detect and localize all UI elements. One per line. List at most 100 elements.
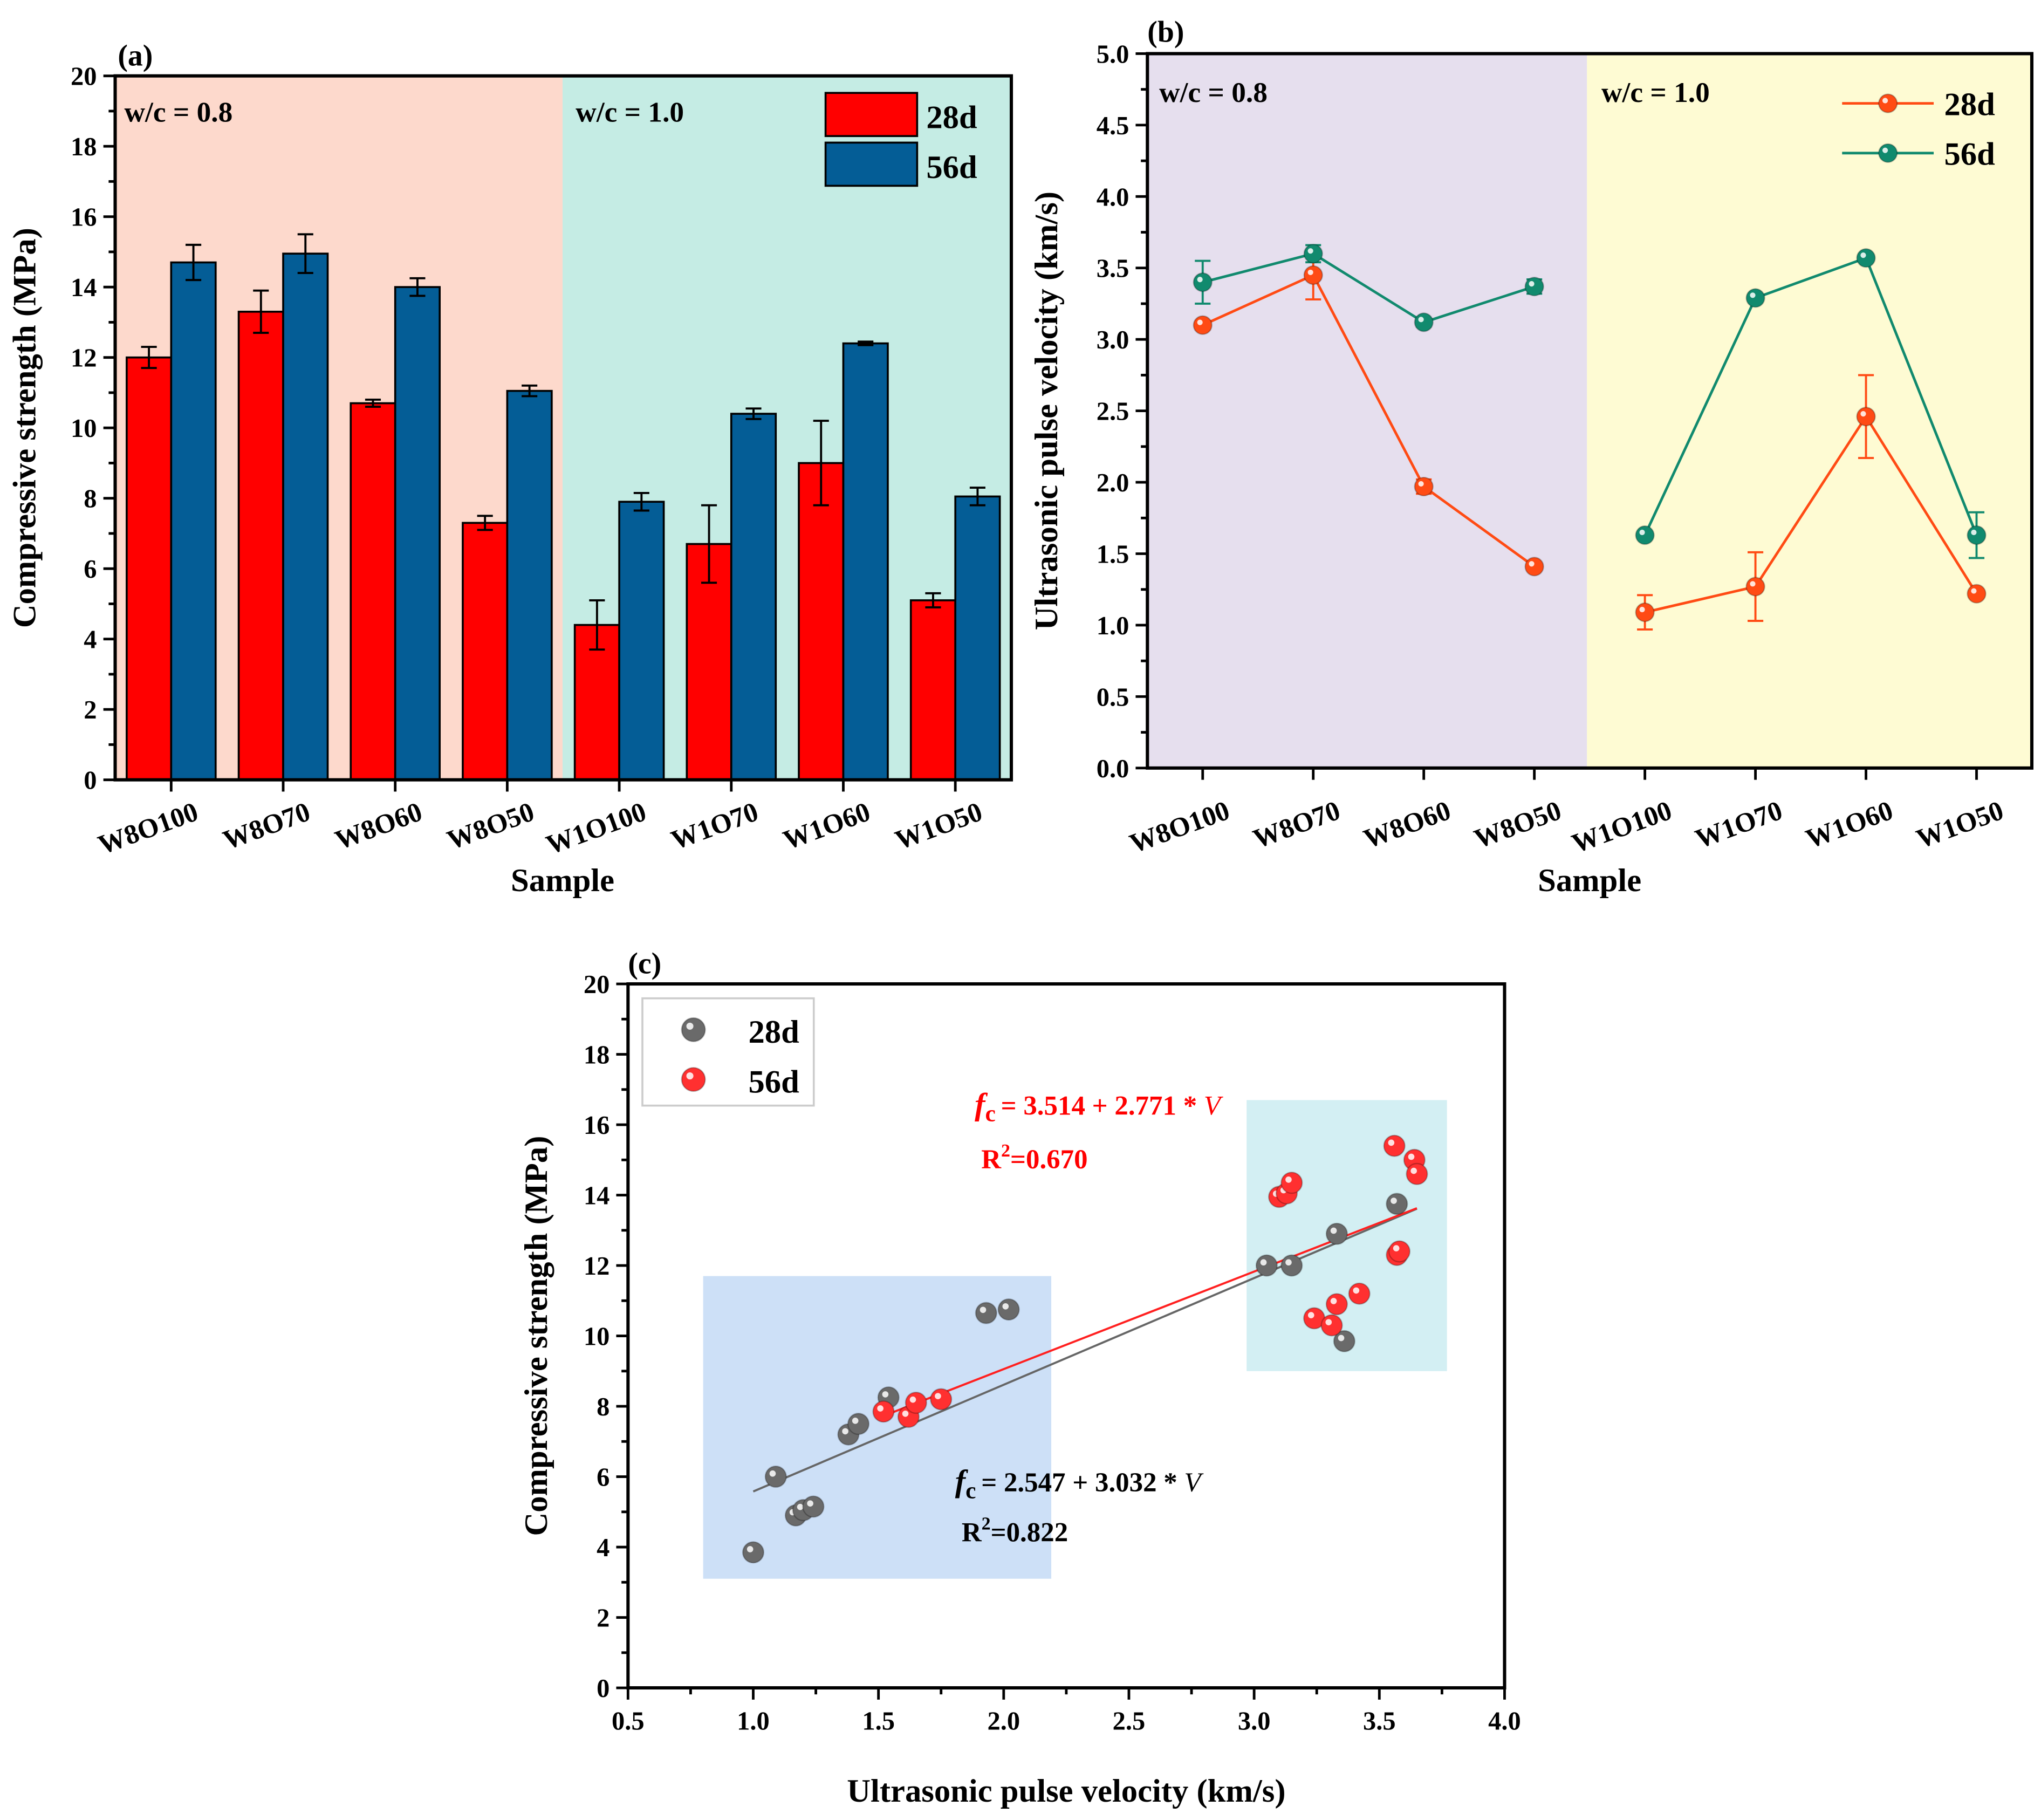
marker-highlight (1325, 1319, 1332, 1325)
y-tick-label: 1.0 (1097, 612, 1129, 640)
point-28d (1414, 476, 1434, 497)
marker (1635, 602, 1655, 622)
series-line-28d (1645, 414, 1978, 614)
marker (1406, 1162, 1428, 1186)
marker-highlight (686, 1022, 694, 1030)
fit-equation-28d: fc = 2.547 + 3.032 * V (955, 1463, 1204, 1503)
marker-highlight (980, 1306, 987, 1313)
y-tick-label: 18 (71, 133, 97, 161)
point-28d (1635, 602, 1655, 622)
bar-28d (237, 311, 284, 781)
marker-highlight (1639, 606, 1645, 613)
point-56d (1388, 1240, 1411, 1263)
marker-highlight (935, 1393, 941, 1399)
x-tick-label: 4.0 (1488, 1707, 1521, 1736)
marker (1386, 1193, 1408, 1215)
x-tick-label: 2.5 (1113, 1707, 1146, 1736)
x-tick-label: W1O70 (667, 797, 762, 856)
point-56d (872, 1400, 895, 1423)
marker-highlight (1971, 529, 1977, 536)
marker (1280, 1172, 1303, 1194)
eq-body: = 2.547 + 3.032 * (981, 1468, 1184, 1498)
marker (1856, 248, 1876, 268)
region-label: w/c = 0.8 (1159, 76, 1268, 108)
point-56d (905, 1391, 927, 1414)
point-28d (764, 1465, 787, 1488)
fit-equation-56d: fc = 3.514 + 2.771 * V (975, 1087, 1223, 1127)
marker-highlight (1260, 1259, 1267, 1266)
y-tick-label: 12 (584, 1252, 610, 1281)
point-56d (1414, 312, 1434, 332)
marker (1193, 272, 1213, 292)
marker-highlight (852, 1418, 859, 1424)
point-56d (1524, 277, 1544, 297)
marker (975, 1302, 997, 1324)
marker-highlight (797, 1503, 804, 1510)
marker-highlight (1330, 1227, 1337, 1234)
marker-highlight (1285, 1259, 1292, 1266)
marker-highlight (1002, 1303, 1009, 1310)
y-tick-label: 8 (84, 485, 97, 514)
x-tick-label: W1O50 (892, 797, 987, 856)
point-28d (1325, 1222, 1348, 1245)
marker-highlight (1408, 1153, 1415, 1160)
r2-r: R (962, 1517, 982, 1548)
marker-highlight (902, 1410, 909, 1417)
marker (1878, 143, 1898, 163)
marker (1383, 1134, 1406, 1157)
marker-highlight (686, 1072, 694, 1080)
x-tick-label: W1O60 (779, 797, 874, 856)
bar-28d (350, 402, 396, 781)
r2-sup: 2 (1001, 1141, 1010, 1161)
marker (1303, 244, 1323, 264)
bar-56d (730, 413, 777, 781)
marker-highlight (1418, 317, 1424, 323)
y-tick-label: 8 (597, 1393, 609, 1421)
eq-var: V (1204, 1091, 1223, 1121)
marker-highlight (1750, 292, 1756, 298)
marker (1348, 1282, 1371, 1305)
eq-body: = 3.514 + 2.771 * (1001, 1091, 1204, 1121)
marker-highlight (1391, 1198, 1397, 1204)
point-28d (742, 1541, 765, 1564)
region-label: w/c = 0.8 (124, 96, 232, 128)
marker-highlight (882, 1391, 889, 1398)
marker (1967, 525, 1987, 545)
legend-box (641, 997, 815, 1107)
y-tick-label: 0 (84, 767, 97, 795)
point-28d (1193, 315, 1213, 335)
marker-highlight (1860, 411, 1866, 417)
marker (1524, 557, 1544, 577)
marker-highlight (746, 1546, 754, 1552)
x-tick-label: 3.0 (1238, 1707, 1271, 1736)
y-tick-label: 1.5 (1097, 540, 1129, 569)
bar-56d (842, 342, 889, 781)
point-56d (1635, 525, 1655, 545)
marker (742, 1541, 765, 1564)
bar-56d (618, 501, 665, 781)
x-tick-label: 3.5 (1363, 1707, 1396, 1736)
y-axis-label: Ultrasonic pulse velocity (km/s) (1029, 191, 1065, 630)
marker-highlight (1882, 147, 1888, 153)
y-tick-label: 6 (84, 555, 97, 584)
marker-highlight (769, 1470, 776, 1477)
eq-var: V (1184, 1468, 1204, 1498)
point-28d (975, 1302, 997, 1324)
y-tick-label: 4.5 (1097, 112, 1129, 140)
marker-highlight (1529, 561, 1535, 567)
marker (1280, 1254, 1303, 1277)
region-bg (1147, 53, 1587, 768)
panel-label: (a) (118, 39, 153, 72)
y-tick-label: 5.0 (1097, 40, 1129, 69)
y-tick-label: 3.5 (1097, 255, 1129, 283)
marker (847, 1413, 870, 1435)
point-56d (1193, 272, 1213, 292)
r2-r: R (981, 1145, 1002, 1175)
marker (1745, 577, 1765, 597)
y-tick-label: 0 (597, 1674, 609, 1703)
highlight-region-low (703, 1276, 1052, 1579)
x-tick-label: W1O100 (1568, 796, 1676, 859)
marker (1745, 288, 1765, 308)
marker (681, 1017, 706, 1042)
y-tick-label: 16 (71, 203, 97, 232)
